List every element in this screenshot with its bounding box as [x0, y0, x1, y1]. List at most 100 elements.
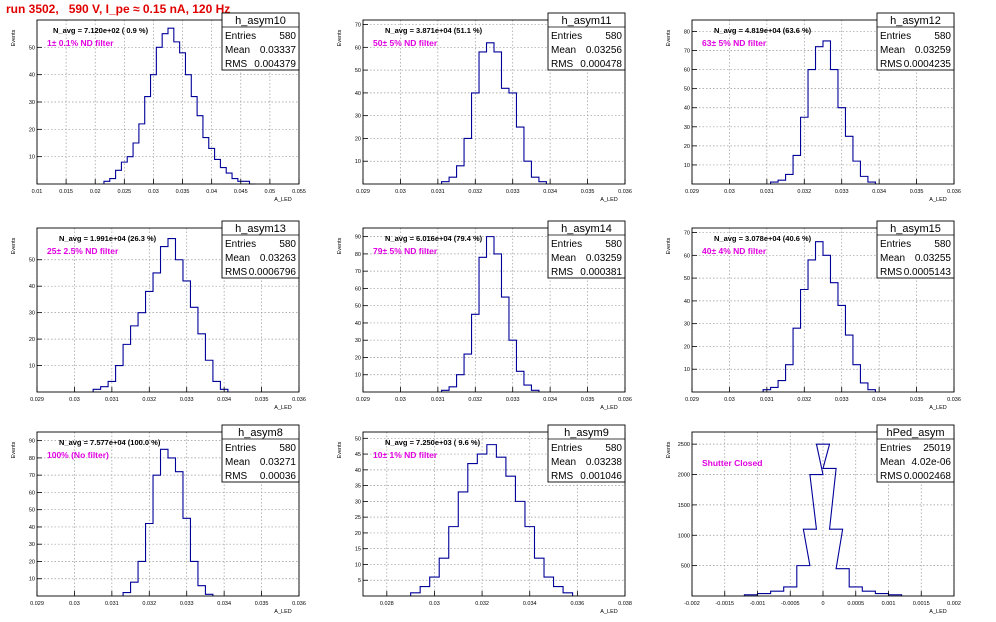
filter-annotation: 79± 5% ND filter — [373, 246, 438, 256]
plot-frame — [362, 431, 626, 597]
x-tick-label: 0.035 — [176, 189, 190, 195]
x-tick-label: 0.03 — [69, 397, 80, 403]
navg-text: N_avg = 7.120e+02 ( 0.9 %) — [53, 26, 149, 35]
x-tick-label: 0.034 — [217, 397, 231, 403]
stats-value: 0.03256 — [586, 45, 623, 56]
x-tick-label: 0.035 — [255, 601, 269, 607]
x-tick-label: 0.028 — [380, 601, 394, 607]
y-tick-label: 40 — [684, 299, 690, 305]
x-tick-label: 0.031 — [105, 397, 119, 403]
x-axis-label: A_LED — [600, 609, 617, 615]
x-tick-label: 0.029 — [685, 189, 699, 195]
stats-box — [876, 424, 955, 483]
x-tick-label: 0.031 — [760, 189, 774, 195]
x-tick-label: 0.033 — [180, 601, 194, 607]
x-tick-label: 0.04 — [206, 189, 217, 195]
filter-annotation: 100% (No filter) — [47, 450, 109, 460]
x-tick-label: 0.032 — [797, 189, 811, 195]
y-tick-label: 60 — [684, 253, 690, 259]
stats-title: h_asym10 — [235, 15, 286, 27]
stats-value: 0.00036 — [260, 471, 297, 482]
stats-value: 0.0005143 — [904, 267, 952, 278]
x-tick-label: 0.03 — [148, 189, 159, 195]
y-tick-label: 20 — [355, 531, 361, 537]
x-tick-label: 0.0015 — [913, 601, 930, 607]
x-tick-label: 0.036 — [618, 189, 632, 195]
stats-box — [547, 424, 626, 483]
stats-label: RMS — [880, 471, 903, 482]
x-tick-label: 0.029 — [356, 189, 370, 195]
x-tick-label: 0.034 — [872, 397, 886, 403]
y-tick-label: 70 — [684, 231, 690, 237]
x-axis-label: A_LED — [274, 609, 291, 615]
y-tick-label: 20 — [29, 127, 35, 133]
x-tick-label: 0.036 — [947, 189, 961, 195]
filter-annotation: 40± 4% ND filter — [702, 246, 767, 256]
filter-annotation: 10± 1% ND filter — [373, 450, 438, 460]
histogram-series — [762, 241, 876, 392]
stats-box — [547, 220, 626, 279]
x-tick-label: -0.0005 — [781, 601, 800, 607]
y-tick-label: 60 — [684, 68, 690, 74]
stats-value: 0.004379 — [254, 59, 296, 70]
x-tick-label: 0.031 — [105, 601, 119, 607]
stats-value: 580 — [605, 443, 622, 454]
y-axis-label: Events — [666, 29, 672, 46]
x-tick-label: 0.03 — [395, 189, 406, 195]
x-axis-label: A_LED — [274, 405, 291, 411]
x-tick-label: 0.036 — [570, 601, 584, 607]
y-tick-label: 10 — [684, 367, 690, 373]
y-tick-label: 30 — [29, 542, 35, 548]
y-tick-label: 30 — [29, 100, 35, 106]
y-tick-label: 80 — [29, 456, 35, 462]
stats-value: 0.03238 — [586, 457, 623, 468]
stats-value: 0.0002468 — [904, 471, 952, 482]
y-tick-label: 30 — [29, 311, 35, 317]
stats-title: h_asym14 — [561, 223, 612, 235]
x-tick-label: 0.001 — [882, 601, 896, 607]
stats-label: Mean — [551, 45, 576, 56]
histogram-panel: 0.029 0.03 0.031 0.032 0.033 0.034 0.035 0.036 1… — [11, 220, 306, 411]
y-tick-label: 40 — [29, 525, 35, 531]
x-tick-label: 0.03 — [395, 397, 406, 403]
y-tick-label: 20 — [684, 344, 690, 350]
y-axis-label: Events — [11, 441, 17, 458]
y-tick-label: 40 — [29, 284, 35, 290]
stats-label: Entries — [225, 31, 256, 42]
stats-value: 580 — [605, 239, 622, 250]
y-axis-label: Events — [666, 237, 672, 254]
x-tick-label: 0.029 — [685, 397, 699, 403]
x-tick-label: 0.01 — [32, 189, 43, 195]
x-tick-label: 0.032 — [468, 189, 482, 195]
x-tick-label: 0.034 — [543, 189, 557, 195]
stats-label: Entries — [551, 239, 582, 250]
histogram-panel: -0.002 -0.0015 -0.001 -0.0005 0 0.0005 0.001 0.… — [666, 424, 961, 615]
y-tick-label: 50 — [29, 258, 35, 264]
plot-frame — [691, 227, 955, 393]
stats-value: 580 — [279, 239, 296, 250]
stats-label: Entries — [551, 31, 582, 42]
y-tick-label: 5 — [358, 578, 361, 584]
plot-frame — [691, 19, 955, 185]
stats-label: Mean — [225, 253, 250, 264]
stats-value: 580 — [934, 239, 951, 250]
stats-value: 0.000478 — [580, 59, 622, 70]
stats-value: 25019 — [923, 443, 951, 454]
stats-box — [221, 12, 300, 71]
stats-title: h_asym13 — [235, 223, 286, 235]
stats-label: Mean — [225, 45, 250, 56]
x-tick-label: 0.05 — [265, 189, 276, 195]
stats-title: h_asym9 — [564, 427, 609, 439]
x-tick-label: 0.025 — [117, 189, 131, 195]
stats-title: h_asym8 — [238, 427, 283, 439]
x-tick-label: 0.029 — [30, 601, 44, 607]
y-tick-label: 10 — [355, 159, 361, 165]
y-tick-label: 25 — [355, 515, 361, 521]
x-tick-label: 0.035 — [910, 397, 924, 403]
histogram-series — [122, 448, 214, 596]
y-tick-label: 50 — [355, 436, 361, 442]
stats-value: 0.0004235 — [904, 59, 952, 70]
y-tick-label: 50 — [355, 304, 361, 310]
y-tick-label: 70 — [29, 473, 35, 479]
histogram-series — [92, 238, 229, 392]
